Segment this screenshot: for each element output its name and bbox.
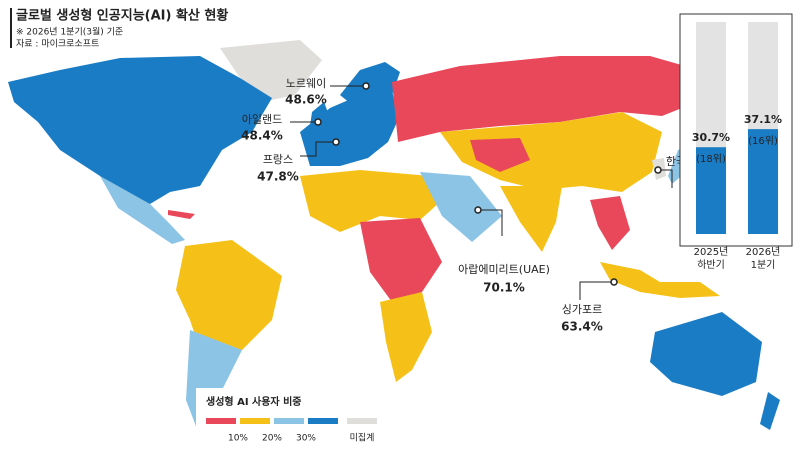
asia — [440, 112, 662, 192]
new-zealand — [760, 392, 780, 430]
country: 프랑스 — [263, 153, 293, 166]
leader — [658, 169, 673, 188]
country: 아일랜드 — [242, 112, 282, 126]
country: 싱가포르 — [562, 303, 602, 316]
legend-swatch — [206, 418, 236, 424]
scandinavia — [340, 62, 400, 112]
marker — [610, 278, 618, 286]
north-america — [8, 56, 272, 204]
callouts: 노르웨이 48.6% 아일랜드 48.4% 프랑스 47.8% 아랍에미리트(U… — [241, 77, 686, 334]
legend-title: 생성형 AI 사용자 비중 — [206, 395, 302, 408]
australia — [650, 312, 762, 396]
leader — [300, 141, 336, 157]
legend-tick: 10% — [228, 434, 248, 444]
title: 글로벌 생성형 인공지능(AI) 확산 현황 — [16, 8, 228, 24]
rank-label: (16위) — [748, 134, 778, 147]
header-rule — [10, 8, 12, 48]
marker — [362, 82, 370, 90]
legend: 10% 20% 30% — [206, 418, 377, 444]
rank-label: (18위) — [696, 152, 726, 165]
southeast-asia — [590, 196, 630, 250]
cuba — [168, 210, 195, 219]
legend-missing: 미집계 — [350, 432, 375, 444]
source: 자료 : 마이크로소프트 — [16, 39, 99, 50]
category-label: 2025년 — [694, 246, 729, 258]
value-label: 37.1% — [744, 113, 782, 126]
country: 노르웨이 — [286, 77, 326, 90]
legend-swatch — [308, 418, 338, 424]
greenland — [220, 40, 322, 102]
legend-swatch — [274, 418, 304, 424]
share: 70.1% — [483, 281, 525, 295]
country: 아랍에미리트(UAE) — [458, 263, 550, 276]
legend-swatch — [240, 418, 270, 424]
share: 48.4% — [241, 129, 283, 143]
middle-east — [420, 172, 502, 242]
marker — [314, 118, 322, 126]
category-label: 2026년 — [746, 246, 781, 258]
marker — [332, 138, 340, 146]
leader — [579, 281, 614, 300]
india — [500, 186, 562, 252]
bar — [696, 147, 726, 234]
value-label: 30.7% — [692, 131, 730, 144]
marker — [654, 166, 662, 174]
indonesia — [600, 262, 720, 298]
legend-tick: 30% — [296, 434, 316, 444]
category-label: 1분기 — [751, 259, 776, 271]
north-africa — [300, 170, 440, 232]
mexico — [100, 176, 185, 244]
share: 63.4% — [561, 320, 603, 334]
share: 48.6% — [285, 93, 327, 107]
bar — [748, 129, 778, 234]
central-asia — [470, 138, 530, 172]
share: 47.8% — [257, 170, 299, 184]
legend-swatch-missing — [347, 418, 377, 424]
russia — [392, 56, 720, 142]
note: ※ 2026년 1분기(3월) 기준 — [16, 26, 123, 38]
leader — [478, 209, 503, 236]
central-africa — [360, 218, 442, 302]
southern-africa — [380, 292, 432, 382]
legend-tick: 20% — [262, 434, 282, 444]
world-map — [8, 40, 780, 442]
marker — [474, 206, 482, 214]
category-label: 하반기 — [697, 258, 725, 271]
